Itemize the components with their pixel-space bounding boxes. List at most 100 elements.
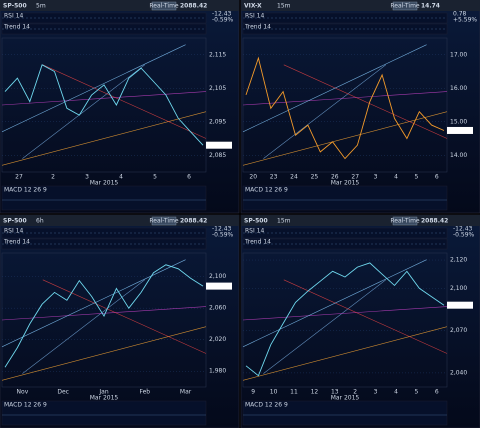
x-tick-label: 10 <box>270 389 278 396</box>
last-price: 14.74 <box>421 3 440 10</box>
x-tick-label: Dec <box>57 389 69 396</box>
y-tick-label: 2,060 <box>209 305 226 312</box>
real-time-button[interactable] <box>392 1 418 11</box>
trend-line <box>1 326 207 381</box>
y-tick-label: 2,085 <box>209 152 226 159</box>
price-line <box>4 64 204 146</box>
x-tick-label: 5 <box>414 174 418 181</box>
last-price: 2088.42 <box>180 218 207 225</box>
x-tick-label: 5 <box>414 389 418 396</box>
trend-line <box>22 64 145 159</box>
y-tick-label: 2,100 <box>209 273 226 280</box>
trend-line <box>1 91 207 106</box>
trend-line <box>242 44 427 133</box>
y-tick-label: 2,020 <box>209 336 226 343</box>
trend-line <box>263 279 386 374</box>
trend-line <box>263 64 386 159</box>
last-price-tag <box>447 301 473 309</box>
x-tick-label: 20 <box>249 174 257 181</box>
y-tick-label: 1,980 <box>209 368 226 375</box>
trend-line <box>283 279 448 354</box>
y-tick-label: 2,120 <box>450 257 467 264</box>
timeframe: 5m <box>36 3 46 10</box>
price-change: -12.43 <box>212 226 232 233</box>
real-time-label[interactable]: Real-Time <box>149 218 179 225</box>
x-tick-label: 12 <box>311 389 319 396</box>
trend-line <box>242 91 448 106</box>
real-time-label[interactable]: Real-Time <box>149 3 179 10</box>
price-change-pct: -0.59% <box>453 232 475 239</box>
indicator-label: RSI 14 <box>245 228 264 235</box>
x-tick-label: 3 <box>374 389 378 396</box>
x-tick-label: Nov <box>17 389 29 396</box>
x-tick-label: 27 <box>15 174 23 181</box>
y-tick-label: 2,100 <box>450 285 467 292</box>
panel-background <box>240 214 480 428</box>
x-tick-label: 2 <box>353 389 357 396</box>
macd-label: MACD 12 26 9 <box>4 187 47 194</box>
macd-label: MACD 12 26 9 <box>245 402 288 409</box>
real-time-label[interactable]: Real-Time <box>390 3 420 10</box>
timeframe: 15m <box>277 3 291 10</box>
price-change-pct: +5.59% <box>453 17 477 24</box>
y-tick-label: 14.00 <box>450 152 467 159</box>
x-caption: Mar 2015 <box>331 395 360 402</box>
price-change-pct: -0.59% <box>212 232 234 239</box>
panel-header <box>241 215 480 226</box>
last-price: 2088.42 <box>421 218 448 225</box>
timeframe: 6h <box>36 218 44 225</box>
price-line <box>4 264 204 368</box>
trend-line <box>22 279 145 374</box>
y-tick-label: 2,115 <box>209 51 226 58</box>
price-change-pct: -0.59% <box>212 17 234 24</box>
macd-label: MACD 12 26 9 <box>4 402 47 409</box>
x-tick-label: 3 <box>85 174 89 181</box>
x-tick-label: 2 <box>51 174 55 181</box>
trend-line <box>242 306 448 321</box>
trend-line <box>283 64 448 139</box>
x-caption: Mar 2015 <box>90 395 119 402</box>
indicator-label: Trend 14 <box>3 24 30 31</box>
x-tick-label: 6 <box>435 174 439 181</box>
last-price-tag <box>447 126 473 134</box>
price-change: -12.43 <box>212 11 232 18</box>
x-caption: Mar 2015 <box>331 180 360 187</box>
trend-line <box>1 111 207 166</box>
real-time-button[interactable] <box>392 216 418 226</box>
trend-line <box>242 326 448 381</box>
indicator-label: RSI 14 <box>245 13 264 20</box>
x-tick-label: Feb <box>139 389 150 396</box>
x-tick-label: 6 <box>187 174 191 181</box>
price-change: 0.78 <box>453 11 467 18</box>
panel-background <box>240 0 480 214</box>
x-tick-label: 5 <box>153 174 157 181</box>
panel-header <box>0 215 239 226</box>
panel-header <box>0 0 239 11</box>
x-tick-label: 23 <box>270 174 278 181</box>
y-tick-label: 15.00 <box>450 118 467 125</box>
macd-strip <box>242 185 448 211</box>
x-tick-label: 27 <box>351 174 359 181</box>
panel-background <box>0 0 240 214</box>
trend-line <box>42 64 207 139</box>
trend-line <box>1 259 186 348</box>
x-tick-label: 3 <box>374 174 378 181</box>
x-tick-label: 4 <box>394 174 398 181</box>
symbol: SP-500 <box>244 218 268 225</box>
real-time-label[interactable]: Real-Time <box>390 218 420 225</box>
symbol: SP-500 <box>3 218 27 225</box>
symbol: VIX-X <box>244 3 262 10</box>
y-tick-label: 16.00 <box>450 85 467 92</box>
x-tick-label: 6 <box>435 389 439 396</box>
y-tick-label: 2,105 <box>209 85 226 92</box>
price-area <box>1 252 207 388</box>
real-time-button[interactable] <box>151 1 177 11</box>
last-price-tag <box>206 141 232 149</box>
x-tick-label: 26 <box>331 174 339 181</box>
price-line <box>245 262 445 377</box>
x-tick-label: 4 <box>394 389 398 396</box>
real-time-button[interactable] <box>151 216 177 226</box>
y-tick-label: 2,095 <box>209 118 226 125</box>
x-caption: Mar 2015 <box>90 180 119 187</box>
